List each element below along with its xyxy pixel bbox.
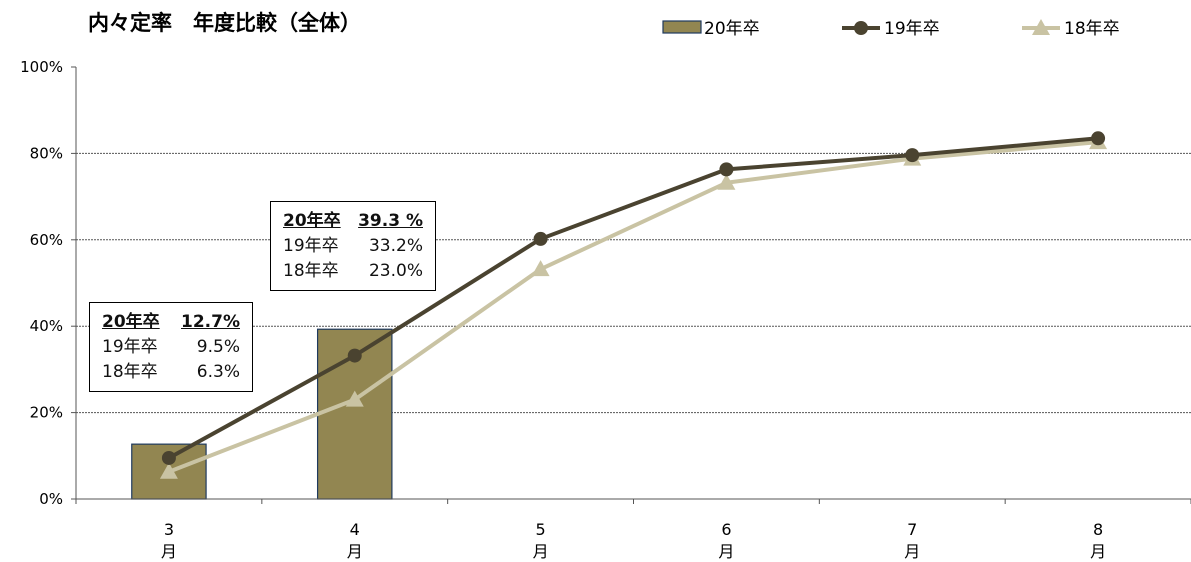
- annotation-text: 20年卒: [102, 312, 160, 332]
- annotation-text: 6.3%: [196, 362, 240, 382]
- x-tick-label: 月: [161, 542, 177, 561]
- legend-swatch: [662, 20, 702, 34]
- annotation-row: 18年卒 23.0%: [283, 259, 423, 284]
- series-lines: [159, 131, 1108, 479]
- data-point: [347, 348, 362, 363]
- x-tick-label: 月: [1090, 542, 1106, 561]
- annotation-text: 39.3 %: [358, 211, 423, 231]
- data-point: [717, 173, 736, 190]
- data-point: [345, 390, 364, 407]
- data-point: [905, 148, 920, 163]
- series-line: [167, 136, 1099, 460]
- x-tick-label: 7: [907, 520, 917, 539]
- x-tick-label: 月: [718, 542, 734, 561]
- x-tick-label: 月: [533, 542, 549, 561]
- legend-label: 18年卒: [1064, 19, 1120, 39]
- data-point: [531, 260, 550, 277]
- x-tick-label: 月: [904, 542, 920, 561]
- y-tick-label: 0%: [39, 490, 63, 508]
- legend: 20年卒 19年卒 18年卒: [662, 19, 1120, 39]
- x-tick-label: 月: [347, 542, 363, 561]
- y-axis: 0% 20% 40% 60% 80% 100%: [20, 58, 77, 508]
- annotation-row: 19年卒 9.5%: [102, 335, 240, 360]
- data-point: [719, 162, 734, 177]
- chart-title: 内々定率 年度比較（全体）: [88, 11, 361, 35]
- annotation-box: 20年卒 39.3 % 19年卒 33.2% 18年卒 23.0%: [270, 201, 436, 291]
- data-point: [1091, 131, 1106, 146]
- data-point: [161, 450, 176, 465]
- y-tick-label: 40%: [30, 317, 63, 335]
- annotation-row: 20年卒 12.7%: [102, 310, 240, 335]
- annotation-row: 19年卒 33.2%: [283, 234, 423, 259]
- annotation-text: 33.2%: [368, 236, 423, 256]
- annotation-text: 9.5%: [196, 337, 240, 357]
- annotation-row: 18年卒 6.3%: [102, 360, 240, 385]
- y-tick-label: 80%: [30, 144, 63, 162]
- x-tick-label: 3: [164, 520, 174, 539]
- annotation-text: 12.7%: [181, 312, 240, 332]
- legend-marker: [1032, 19, 1050, 35]
- annotation-text: 23.0%: [368, 261, 423, 281]
- annotation-text: 19年卒: [283, 236, 339, 256]
- x-tick-label: 4: [350, 520, 360, 539]
- x-axis: [75, 498, 1191, 504]
- series-line: [168, 140, 1099, 474]
- y-tick-label: 60%: [30, 231, 63, 249]
- data-point: [159, 462, 178, 479]
- annotation-text: 20年卒: [283, 211, 341, 231]
- y-tick-label: 20%: [30, 404, 63, 422]
- legend-marker: [854, 21, 868, 35]
- annotation-text: 18年卒: [283, 261, 339, 281]
- legend-label: 20年卒: [704, 19, 760, 39]
- annotation-text: 19年卒: [102, 337, 158, 357]
- x-tick-label: 6: [721, 520, 731, 539]
- legend-label: 19年卒: [884, 19, 940, 39]
- annotation-row: 20年卒 39.3 %: [283, 209, 423, 234]
- x-tick-label: 5: [535, 520, 545, 539]
- x-tick-label: 8: [1093, 520, 1103, 539]
- annotation-box: 20年卒 12.7% 19年卒 9.5% 18年卒 6.3%: [89, 302, 253, 392]
- y-tick-label: 100%: [20, 58, 63, 76]
- x-tick-labels: 3 月 4 月 5 月 6 月 7 月 8 月: [161, 520, 1106, 561]
- data-point: [533, 231, 548, 246]
- annotation-text: 18年卒: [102, 362, 158, 382]
